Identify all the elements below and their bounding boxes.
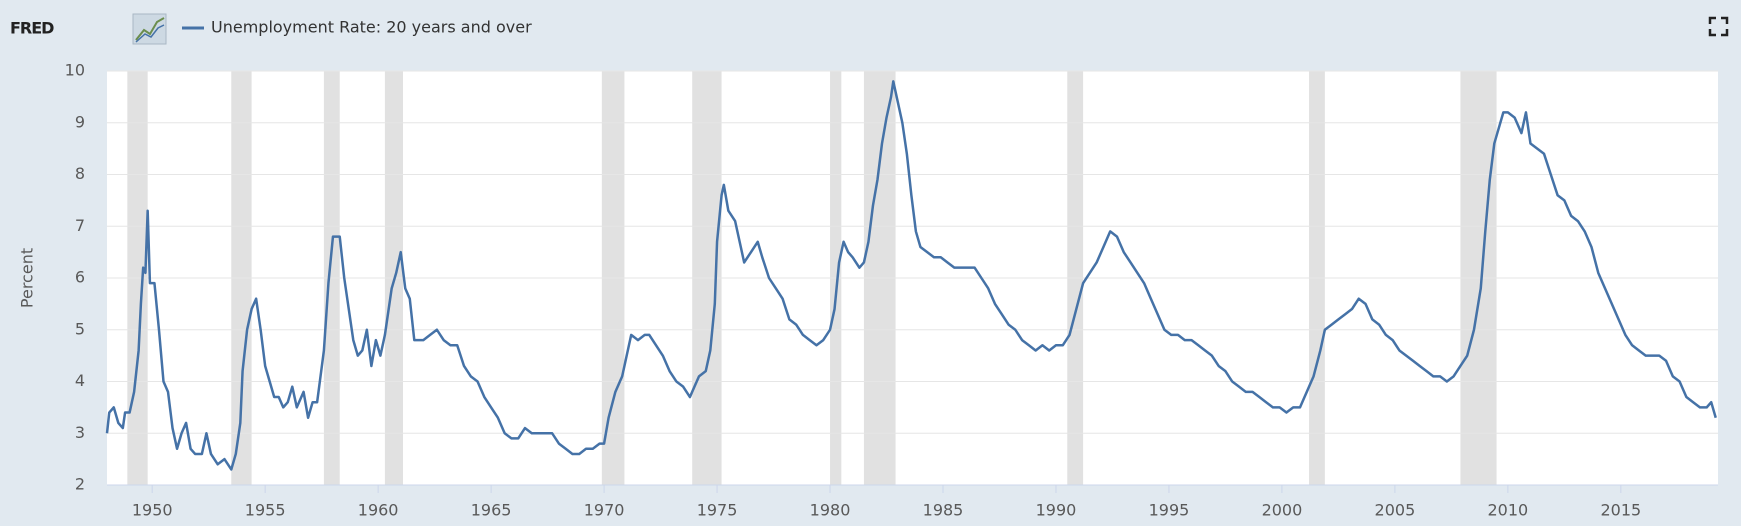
y-tick-label: 9	[75, 112, 85, 131]
x-tick-label: 1990	[1036, 501, 1077, 520]
fullscreen-icon[interactable]	[1708, 16, 1729, 37]
x-tick-label: 1955	[245, 501, 286, 520]
series-line	[105, 80, 1717, 471]
x-tick-label: 1950	[132, 501, 173, 520]
x-tick-label: 2010	[1488, 501, 1529, 520]
x-tick-label: 1970	[584, 501, 625, 520]
y-tick-label: 10	[65, 61, 85, 80]
y-tick-label: 7	[75, 216, 85, 235]
y-tick-label: 8	[75, 164, 85, 183]
legend-label: Unemployment Rate: 20 years and over	[211, 18, 532, 37]
y-tick-label: 5	[75, 319, 85, 338]
x-tick-label: 2005	[1375, 501, 1416, 520]
x-tick-label: 1975	[697, 501, 738, 520]
y-axis-label: Percent	[18, 248, 37, 308]
x-tick-label: 1980	[810, 501, 851, 520]
y-tick-label: 6	[75, 268, 85, 287]
y-tick-label: 4	[75, 371, 85, 390]
x-tick-label: 2015	[1600, 501, 1641, 520]
logo-icon	[132, 13, 167, 45]
x-tick-label: 1960	[358, 501, 399, 520]
x-tick-label: 1995	[1149, 501, 1190, 520]
logo[interactable]: FRED	[10, 19, 55, 38]
x-tick-label: 1985	[923, 501, 964, 520]
x-tick-label: 1965	[471, 501, 512, 520]
y-tick-label: 2	[75, 475, 85, 494]
x-tick-label: 2000	[1262, 501, 1303, 520]
y-tick-label: 3	[75, 423, 85, 442]
